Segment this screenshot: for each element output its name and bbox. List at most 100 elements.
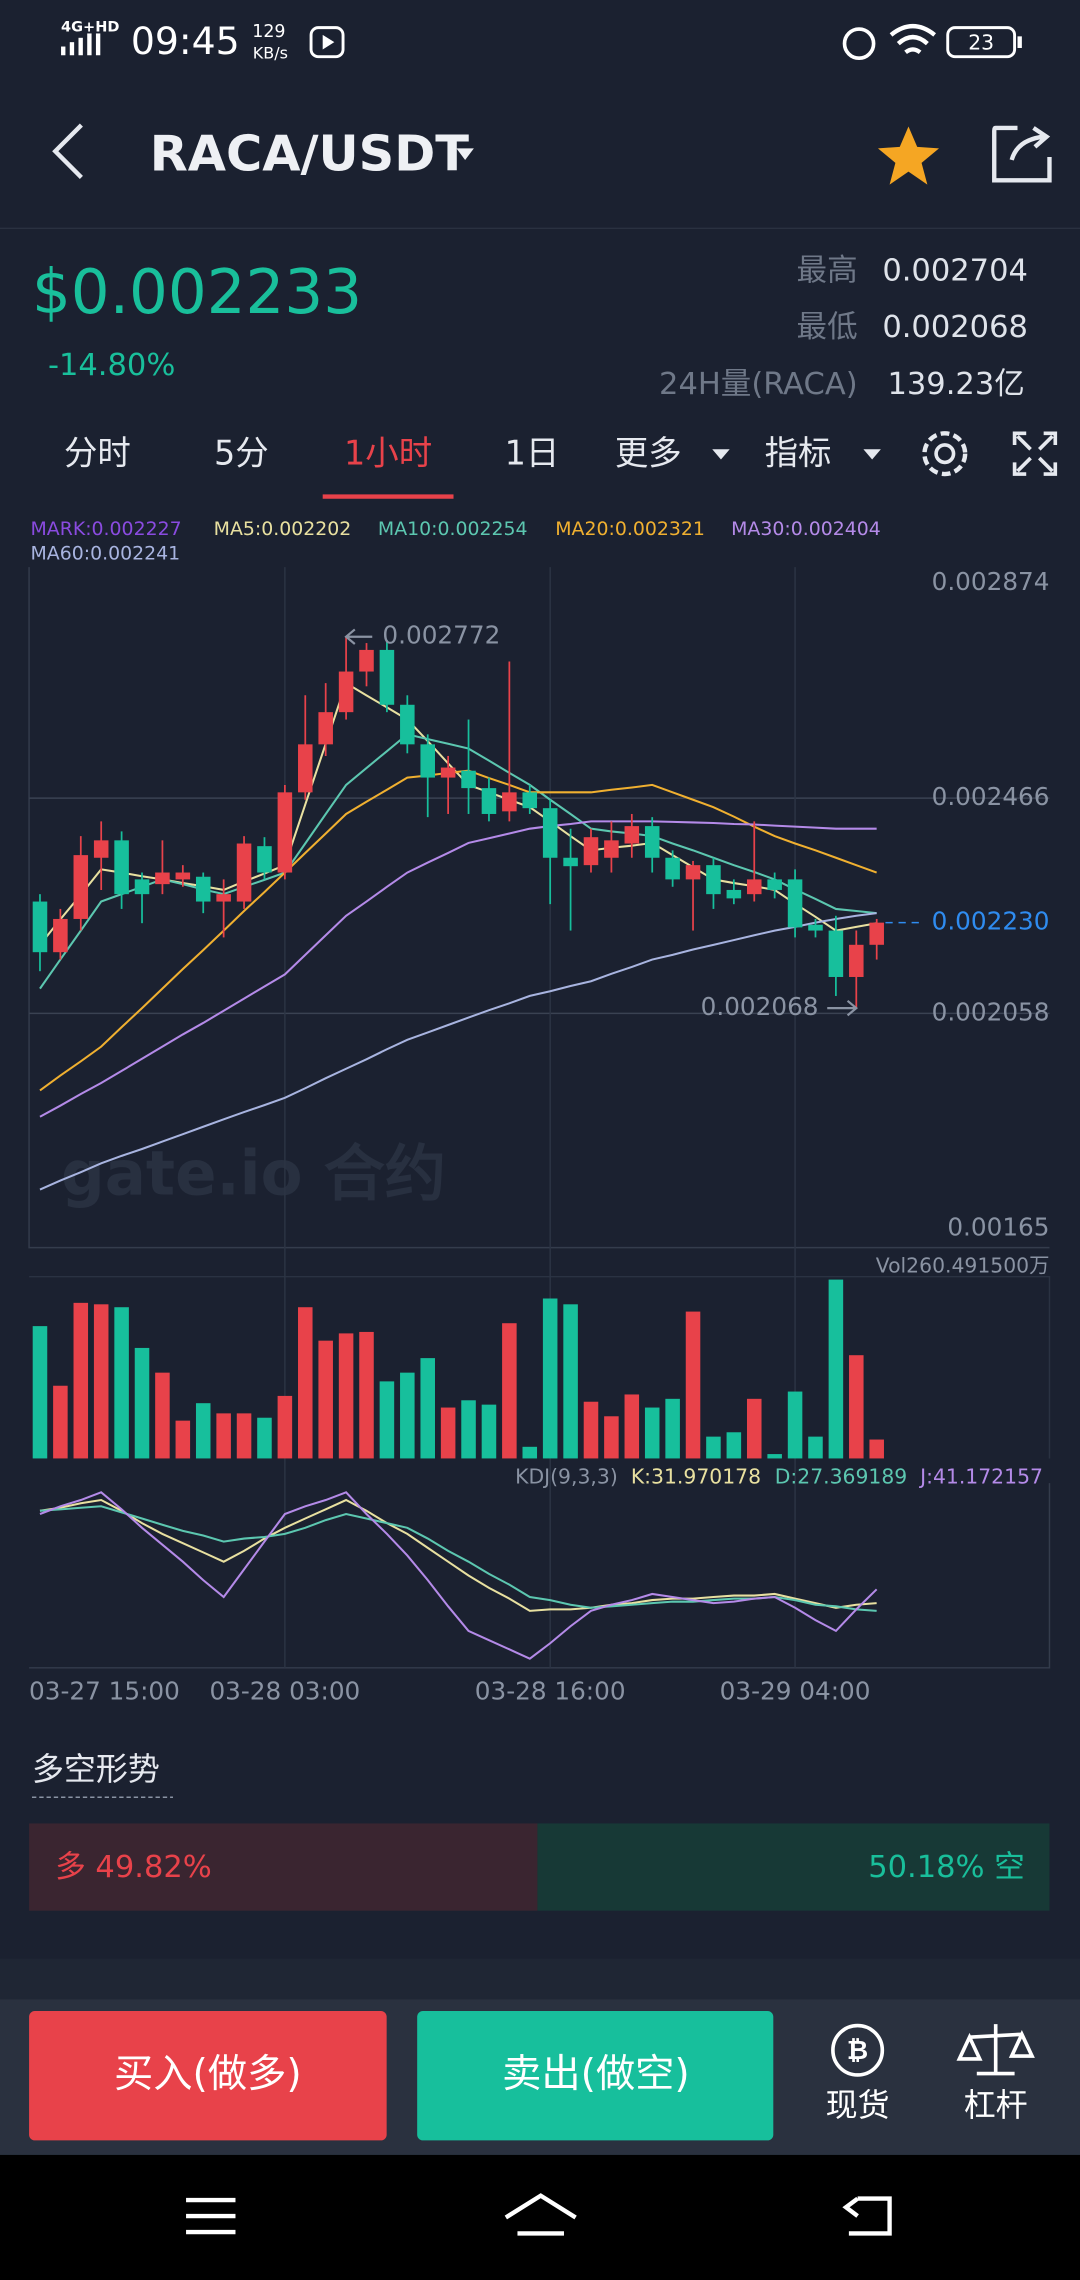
speed: 129: [252, 22, 285, 42]
volume-bar: [318, 1340, 333, 1459]
x-tick-label: 03-28 16:00: [475, 1677, 626, 1706]
candle-body: [746, 879, 762, 895]
ma-line: [39, 733, 877, 990]
volume-bar: [563, 1304, 578, 1459]
media-icon: [309, 26, 345, 59]
candle-body: [461, 770, 476, 789]
back-button[interactable]: [52, 123, 83, 179]
volume-bar: [726, 1432, 742, 1459]
kdj-line: [39, 1505, 877, 1612]
spacer: [0, 1958, 1080, 2000]
ratio-segment: [29, 1823, 538, 1911]
kdj-legend: J:41.172157: [918, 1464, 1043, 1488]
media-icon-play: [322, 34, 335, 50]
menu-button[interactable]: [186, 2197, 236, 2235]
candle-body: [542, 808, 558, 858]
volume-bar: [277, 1395, 293, 1459]
candle-body: [257, 846, 272, 873]
volume-bar: [298, 1307, 313, 1459]
candle-body: [32, 901, 48, 953]
legend-entry: MA20:0.002321: [555, 518, 705, 540]
nav-bar: [0, 2154, 1080, 2280]
candle-body: [216, 894, 231, 902]
candle-body: [298, 744, 313, 793]
buy-button[interactable]: [29, 2010, 387, 2141]
long-short-bar: 多 49.82% 50.18% 空: [29, 1823, 1050, 1911]
volume-bar: [644, 1407, 660, 1459]
legend-entry: MA60:0.002241: [31, 543, 181, 565]
kdj-line: [39, 1498, 877, 1612]
y-tick-label: 0.002466: [932, 782, 1050, 811]
back-nav-button[interactable]: [842, 2196, 892, 2236]
tab[interactable]: 分时: [64, 434, 131, 473]
spot-icon-glyph: ₿: [847, 2036, 868, 2066]
volume-bar: [93, 1304, 109, 1459]
volume-bar: [767, 1454, 782, 1459]
candle-body: [767, 879, 782, 890]
volume-bar: [849, 1355, 864, 1459]
clock: 09:45: [131, 19, 240, 63]
candle-body: [644, 826, 660, 858]
tab[interactable]: 指标: [765, 434, 832, 473]
volume-bar: [522, 1446, 538, 1459]
candle-body: [828, 930, 844, 977]
price-panel-frame: [28, 567, 1050, 1249]
volume-panel-frame: [29, 1275, 1051, 1459]
spot-label[interactable]: 现货: [826, 2086, 890, 2124]
candle-body: [53, 918, 68, 953]
candle-body: [665, 857, 680, 880]
volume-bar: [624, 1394, 640, 1459]
volume-bar: [379, 1381, 395, 1459]
volume-title: Vol260.491500万: [876, 1254, 1050, 1278]
margin-label[interactable]: 杠杆: [964, 2086, 1028, 2124]
volume-bar: [665, 1398, 680, 1459]
watermark: gate.io 合约: [61, 1138, 446, 1209]
volume-bar: [869, 1439, 884, 1459]
alarm-icon: [842, 27, 876, 60]
long-ratio: 多 49.82%: [55, 1850, 212, 1885]
volume-bar: [583, 1401, 599, 1459]
buy-label: 买入(做多): [114, 2052, 302, 2097]
sell-button[interactable]: [417, 2010, 774, 2141]
share-button[interactable]: [992, 125, 1052, 183]
settings-center: [934, 443, 956, 465]
battery-level: 23: [968, 31, 994, 55]
tab-active[interactable]: 1小时: [344, 434, 432, 473]
kdj-legend: D:27.369189: [775, 1464, 908, 1488]
x-tick-label: 03-28 03:00: [209, 1677, 360, 1706]
volume-bar: [53, 1385, 68, 1459]
candle-body: [604, 840, 619, 858]
mark-legend: MARK:0.002227: [31, 518, 182, 540]
volume-bar: [808, 1436, 823, 1459]
margin-icon[interactable]: [956, 2024, 1035, 2076]
volume-bar: [114, 1307, 129, 1459]
volume-label: 24H量(RACA): [659, 367, 858, 402]
candle-body: [522, 792, 538, 809]
high-label: 0.002772: [382, 621, 500, 650]
price-change: -14.80%: [48, 348, 175, 383]
candle-body: [155, 872, 170, 885]
tab[interactable]: 1日: [505, 434, 560, 473]
settings-button[interactable]: [922, 431, 968, 477]
short-ratio: 50.18% 空: [868, 1850, 1025, 1885]
dropdown-arrow: [863, 449, 881, 460]
fullscreen-button[interactable]: [1012, 431, 1058, 476]
dropdown-arrow: [712, 449, 730, 460]
spot-icon[interactable]: [831, 2023, 885, 2077]
favorite-star[interactable]: [877, 126, 940, 185]
candle-body: [563, 857, 578, 867]
pair-title[interactable]: RACA/USDT: [150, 125, 470, 183]
volume-bar: [73, 1302, 89, 1459]
low-arrow: [827, 999, 858, 1017]
tab[interactable]: 更多: [615, 434, 682, 473]
candle-body: [808, 924, 823, 931]
tab[interactable]: 5分: [214, 434, 269, 473]
candle-body: [277, 792, 293, 873]
volume-value: 139.23亿: [887, 367, 1024, 402]
candle-body: [379, 649, 395, 705]
home-button[interactable]: [504, 2193, 577, 2236]
low-label: 最低: [797, 310, 858, 345]
pair-dropdown[interactable]: [456, 148, 474, 160]
